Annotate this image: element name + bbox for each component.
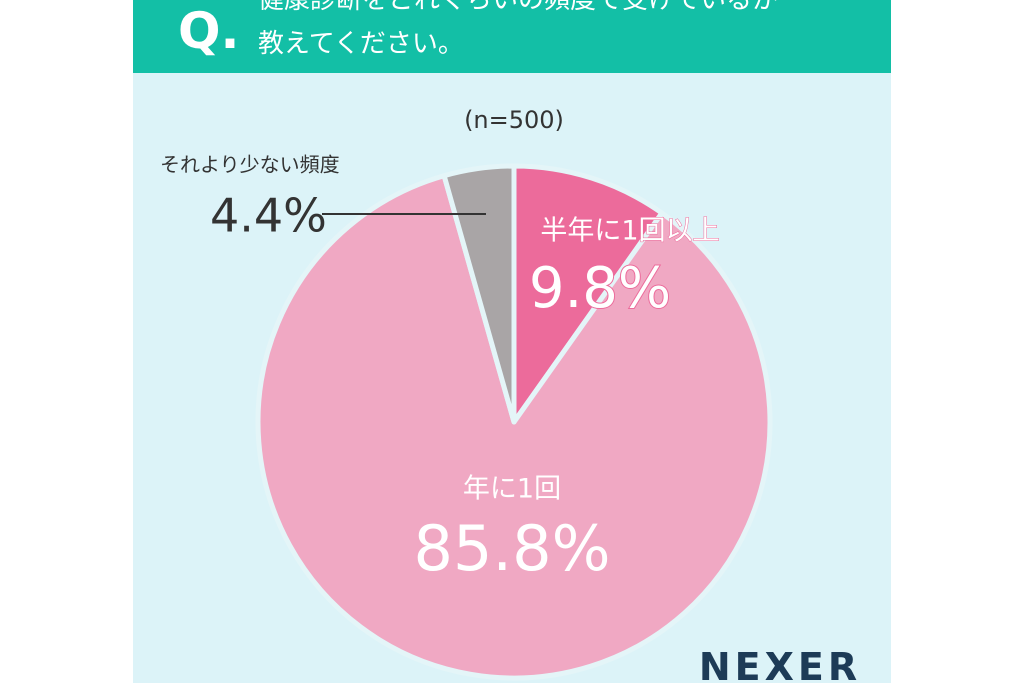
- logo: NEXER: [699, 645, 861, 683]
- subtitle: (n=500): [464, 106, 564, 134]
- title-line: 健康診断をどれくらいの頻度で受けているか: [258, 0, 778, 15]
- slice-label: それより少ない頻度: [160, 153, 340, 177]
- slice-value: 9.8%: [529, 256, 671, 321]
- header: [133, 0, 891, 73]
- badge: Q.: [178, 2, 240, 60]
- slice-label: 半年に1回以上: [540, 216, 719, 247]
- pie-slice: [441, 163, 517, 425]
- title-line: 教えてください。: [258, 29, 464, 59]
- pie: [255, 163, 773, 681]
- pie-slice: [511, 163, 665, 425]
- pie-slice: [255, 173, 773, 681]
- slice-label: 年に1回: [463, 474, 561, 505]
- slice-value: 4.4%: [210, 189, 327, 243]
- slice-value: 85.8%: [414, 512, 611, 585]
